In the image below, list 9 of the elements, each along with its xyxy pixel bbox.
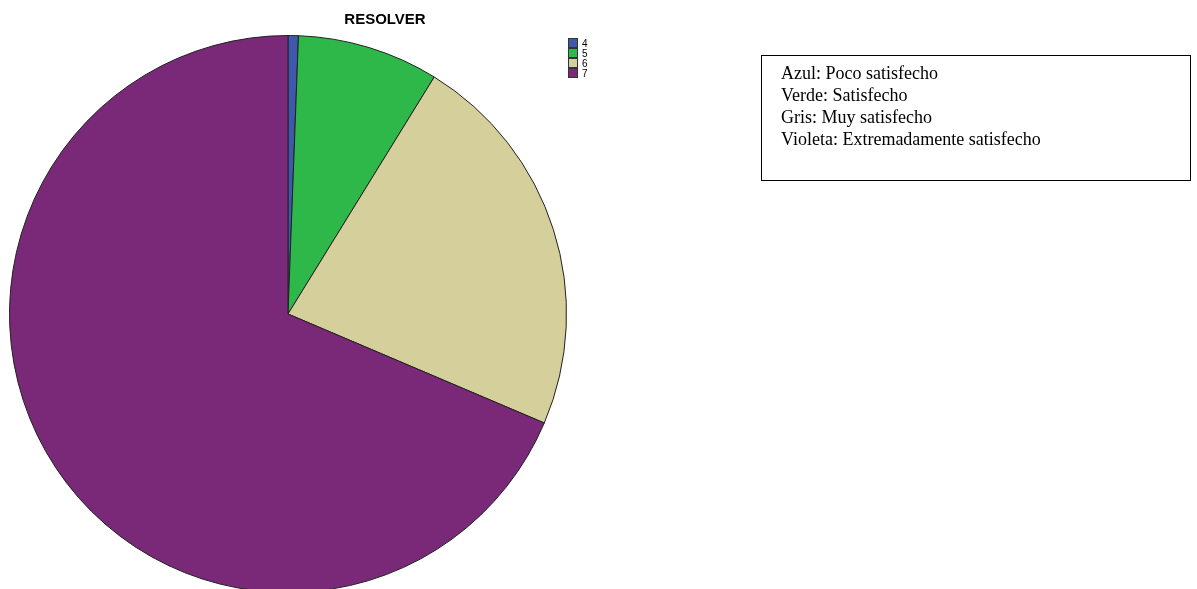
text: Verde: Satisfecho <box>781 84 909 106</box>
text: Azul: Poco satisfecho <box>781 62 939 84</box>
text: Gris: Muy satisfecho <box>781 106 933 128</box>
text: Violeta: Extremadamente satisfecho <box>781 128 1042 150</box>
chart-title: RESOLVER <box>343 10 427 27</box>
legend-label: 4 <box>582 37 588 49</box>
legend-label: 7 <box>582 67 588 79</box>
legend-label: 5 <box>582 47 588 59</box>
legend-label: 6 <box>582 57 588 69</box>
